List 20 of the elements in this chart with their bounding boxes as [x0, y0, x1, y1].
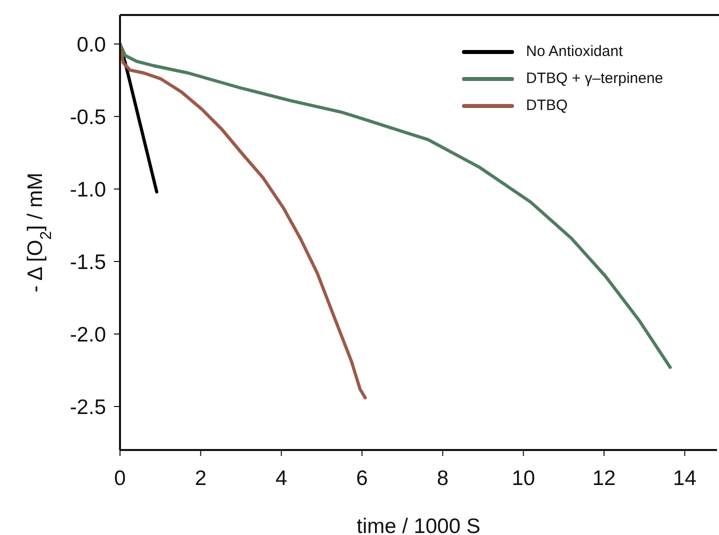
x-tick-label: 14 — [673, 466, 697, 490]
x-tick-label: 10 — [512, 466, 536, 490]
x-tick-label: 4 — [276, 466, 288, 490]
line-series — [120, 42, 367, 400]
x-axis-title: time / 1000 S — [356, 515, 480, 535]
legend-label: DTBQ — [526, 97, 568, 114]
y-tick-label: -2.0 — [70, 323, 106, 346]
x-tick-label: 2 — [194, 466, 207, 490]
x-tick-label: 8 — [436, 466, 449, 490]
y-tick-label: -2.5 — [70, 396, 106, 419]
legend-label: No Antioxidant — [526, 43, 623, 60]
x-tick-label: 0 — [114, 466, 126, 490]
line-series — [120, 42, 672, 369]
y-tick-label: -0.5 — [70, 106, 106, 129]
legend-label: DTBQ + γ–terpinene — [526, 70, 664, 87]
y-tick-label: -1.5 — [70, 250, 106, 274]
y-tick-label: -1.0 — [70, 178, 106, 202]
y-tick-label: 0.0 — [76, 33, 106, 56]
x-tick-label: 12 — [592, 466, 616, 490]
x-tick-label: 6 — [356, 466, 368, 490]
